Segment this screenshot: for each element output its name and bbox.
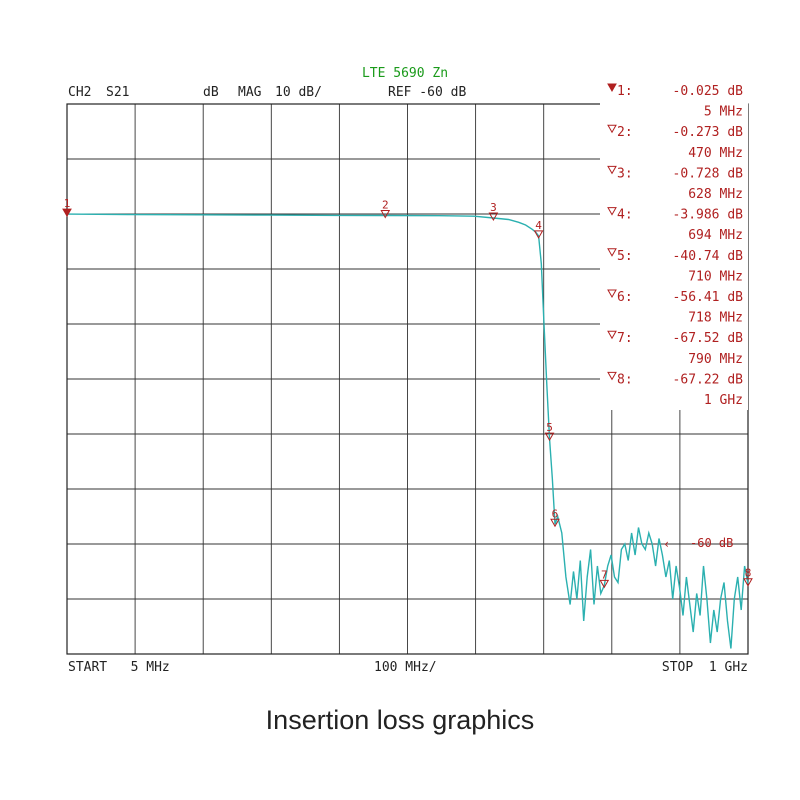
header-format: MAG xyxy=(238,85,262,100)
marker-6-triangle xyxy=(550,518,560,528)
reference-marker-label: -60 dB xyxy=(690,536,733,550)
table-marker-4-value: -3.986 dB xyxy=(673,208,744,223)
table-marker-5-id: 5: xyxy=(617,249,633,264)
table-marker-8-value: -67.22 dB xyxy=(673,372,744,387)
table-marker-7-freq: 790 MHz xyxy=(688,352,743,367)
footer-start: START 5 MHz xyxy=(68,660,170,675)
header-unit: dB xyxy=(203,85,219,100)
table-marker-3-icon xyxy=(607,165,617,175)
table-marker-2-freq: 470 MHz xyxy=(688,146,743,161)
table-marker-3-freq: 628 MHz xyxy=(688,187,743,202)
header-scale: 10 dB/ xyxy=(275,85,322,100)
table-marker-5-freq: 710 MHz xyxy=(688,269,743,284)
table-marker-1-icon xyxy=(607,83,617,93)
table-marker-6-id: 6: xyxy=(617,290,633,305)
marker-6-label: 6 xyxy=(552,507,559,520)
marker-4-triangle xyxy=(533,230,544,239)
table-marker-6-value: -56.41 dB xyxy=(673,290,744,305)
marker-7-label: 7 xyxy=(601,568,608,581)
marker-7-triangle xyxy=(599,579,610,589)
marker-8-label: 8 xyxy=(745,567,752,580)
table-marker-6-freq: 718 MHz xyxy=(688,311,743,326)
table-marker-4-id: 4: xyxy=(617,208,633,223)
table-marker-2-id: 2: xyxy=(617,125,633,140)
table-marker-1-value: -0.025 dB xyxy=(673,84,744,99)
marker-table: 1: -0.025 dB 5 MHz 2: -0.273 dB 470 MHz 3: -0.7… xyxy=(607,83,744,408)
table-marker-2-icon xyxy=(607,124,617,134)
reference-arrow: ‹ xyxy=(663,537,670,551)
table-marker-1-freq: 5 MHz xyxy=(704,105,743,120)
marker-3-triangle xyxy=(488,212,499,222)
table-marker-8-freq: 1 GHz xyxy=(704,393,743,408)
footer-center: 100 MHz/ xyxy=(374,660,437,675)
header-channel: CH2 xyxy=(68,85,91,100)
figure-caption: Insertion loss graphics xyxy=(265,705,535,735)
marker-table-background xyxy=(600,80,748,410)
table-marker-4-icon xyxy=(607,207,617,216)
footer-stop: STOP 1 GHz xyxy=(662,660,748,675)
table-marker-5-value: -40.74 dB xyxy=(673,249,744,264)
trace-markers: 1 2 3 4 5 6 7 8 xyxy=(62,197,753,589)
marker-8-triangle xyxy=(743,578,753,587)
marker-5-triangle xyxy=(544,432,555,442)
marker-5-label: 5 xyxy=(546,421,553,434)
marker-2-triangle xyxy=(380,210,391,219)
table-marker-3-id: 3: xyxy=(617,166,633,181)
table-marker-1-id: 1: xyxy=(617,84,633,99)
table-marker-7-icon xyxy=(607,330,617,340)
marker-3-label: 3 xyxy=(490,201,497,214)
table-marker-7-value: -67.52 dB xyxy=(673,331,744,346)
table-marker-2-value: -0.273 dB xyxy=(673,125,744,140)
marker-4-label: 4 xyxy=(535,219,542,232)
table-marker-3-value: -0.728 dB xyxy=(673,166,744,181)
table-marker-5-icon xyxy=(607,248,617,257)
marker-1-label: 1 xyxy=(64,197,71,210)
marker-2-label: 2 xyxy=(382,199,389,212)
table-marker-6-icon xyxy=(607,289,617,299)
chart-title: LTE 5690 Zn xyxy=(362,66,448,81)
marker-1-triangle xyxy=(62,208,72,218)
header-parameter: S21 xyxy=(106,85,129,100)
table-marker-8-icon xyxy=(607,371,617,381)
table-marker-8-id: 8: xyxy=(617,372,633,387)
table-marker-4-freq: 694 MHz xyxy=(688,228,743,243)
header-reference: REF -60 dB xyxy=(388,85,466,100)
table-marker-7-id: 7: xyxy=(617,331,633,346)
